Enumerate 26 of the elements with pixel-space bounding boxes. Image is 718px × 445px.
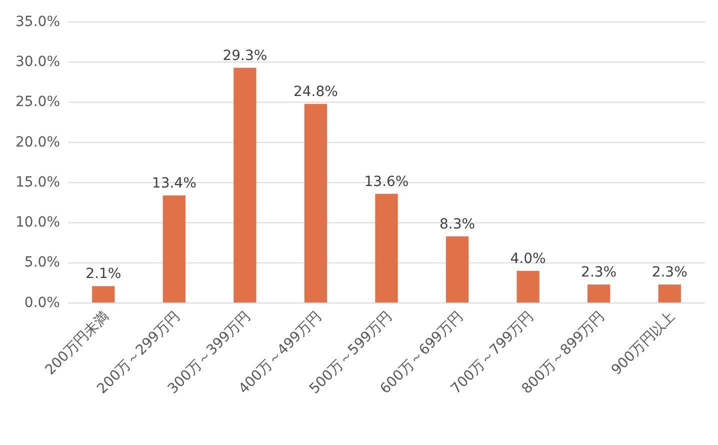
bar [92,286,115,303]
y-tick-label: 35.0% [16,14,60,30]
y-tick-label: 20.0% [16,134,60,150]
bar [658,284,681,303]
data-label: 2.3% [581,264,617,281]
y-tick-label: 5.0% [24,254,60,271]
data-label: 2.3% [652,264,688,281]
data-label: 13.4% [152,175,196,192]
data-label: 2.1% [86,266,122,282]
data-label: 4.0% [510,250,546,267]
bar [588,284,610,303]
data-label: 13.6% [364,174,409,190]
bar [162,195,186,303]
bar [446,236,469,303]
y-tick-label: 15.0% [16,174,60,190]
bar [304,104,328,303]
y-tick-label: 10.0% [16,214,60,231]
data-label: 8.3% [439,216,476,232]
bar [375,194,398,303]
data-label: 24.8% [293,84,338,100]
y-tick-label: 25.0% [16,94,60,110]
y-tick-label: 30.0% [16,54,60,70]
bar [516,270,540,303]
y-tick-label: 0.0% [24,294,60,311]
bar [234,68,256,303]
data-label: 29.3% [222,48,268,64]
